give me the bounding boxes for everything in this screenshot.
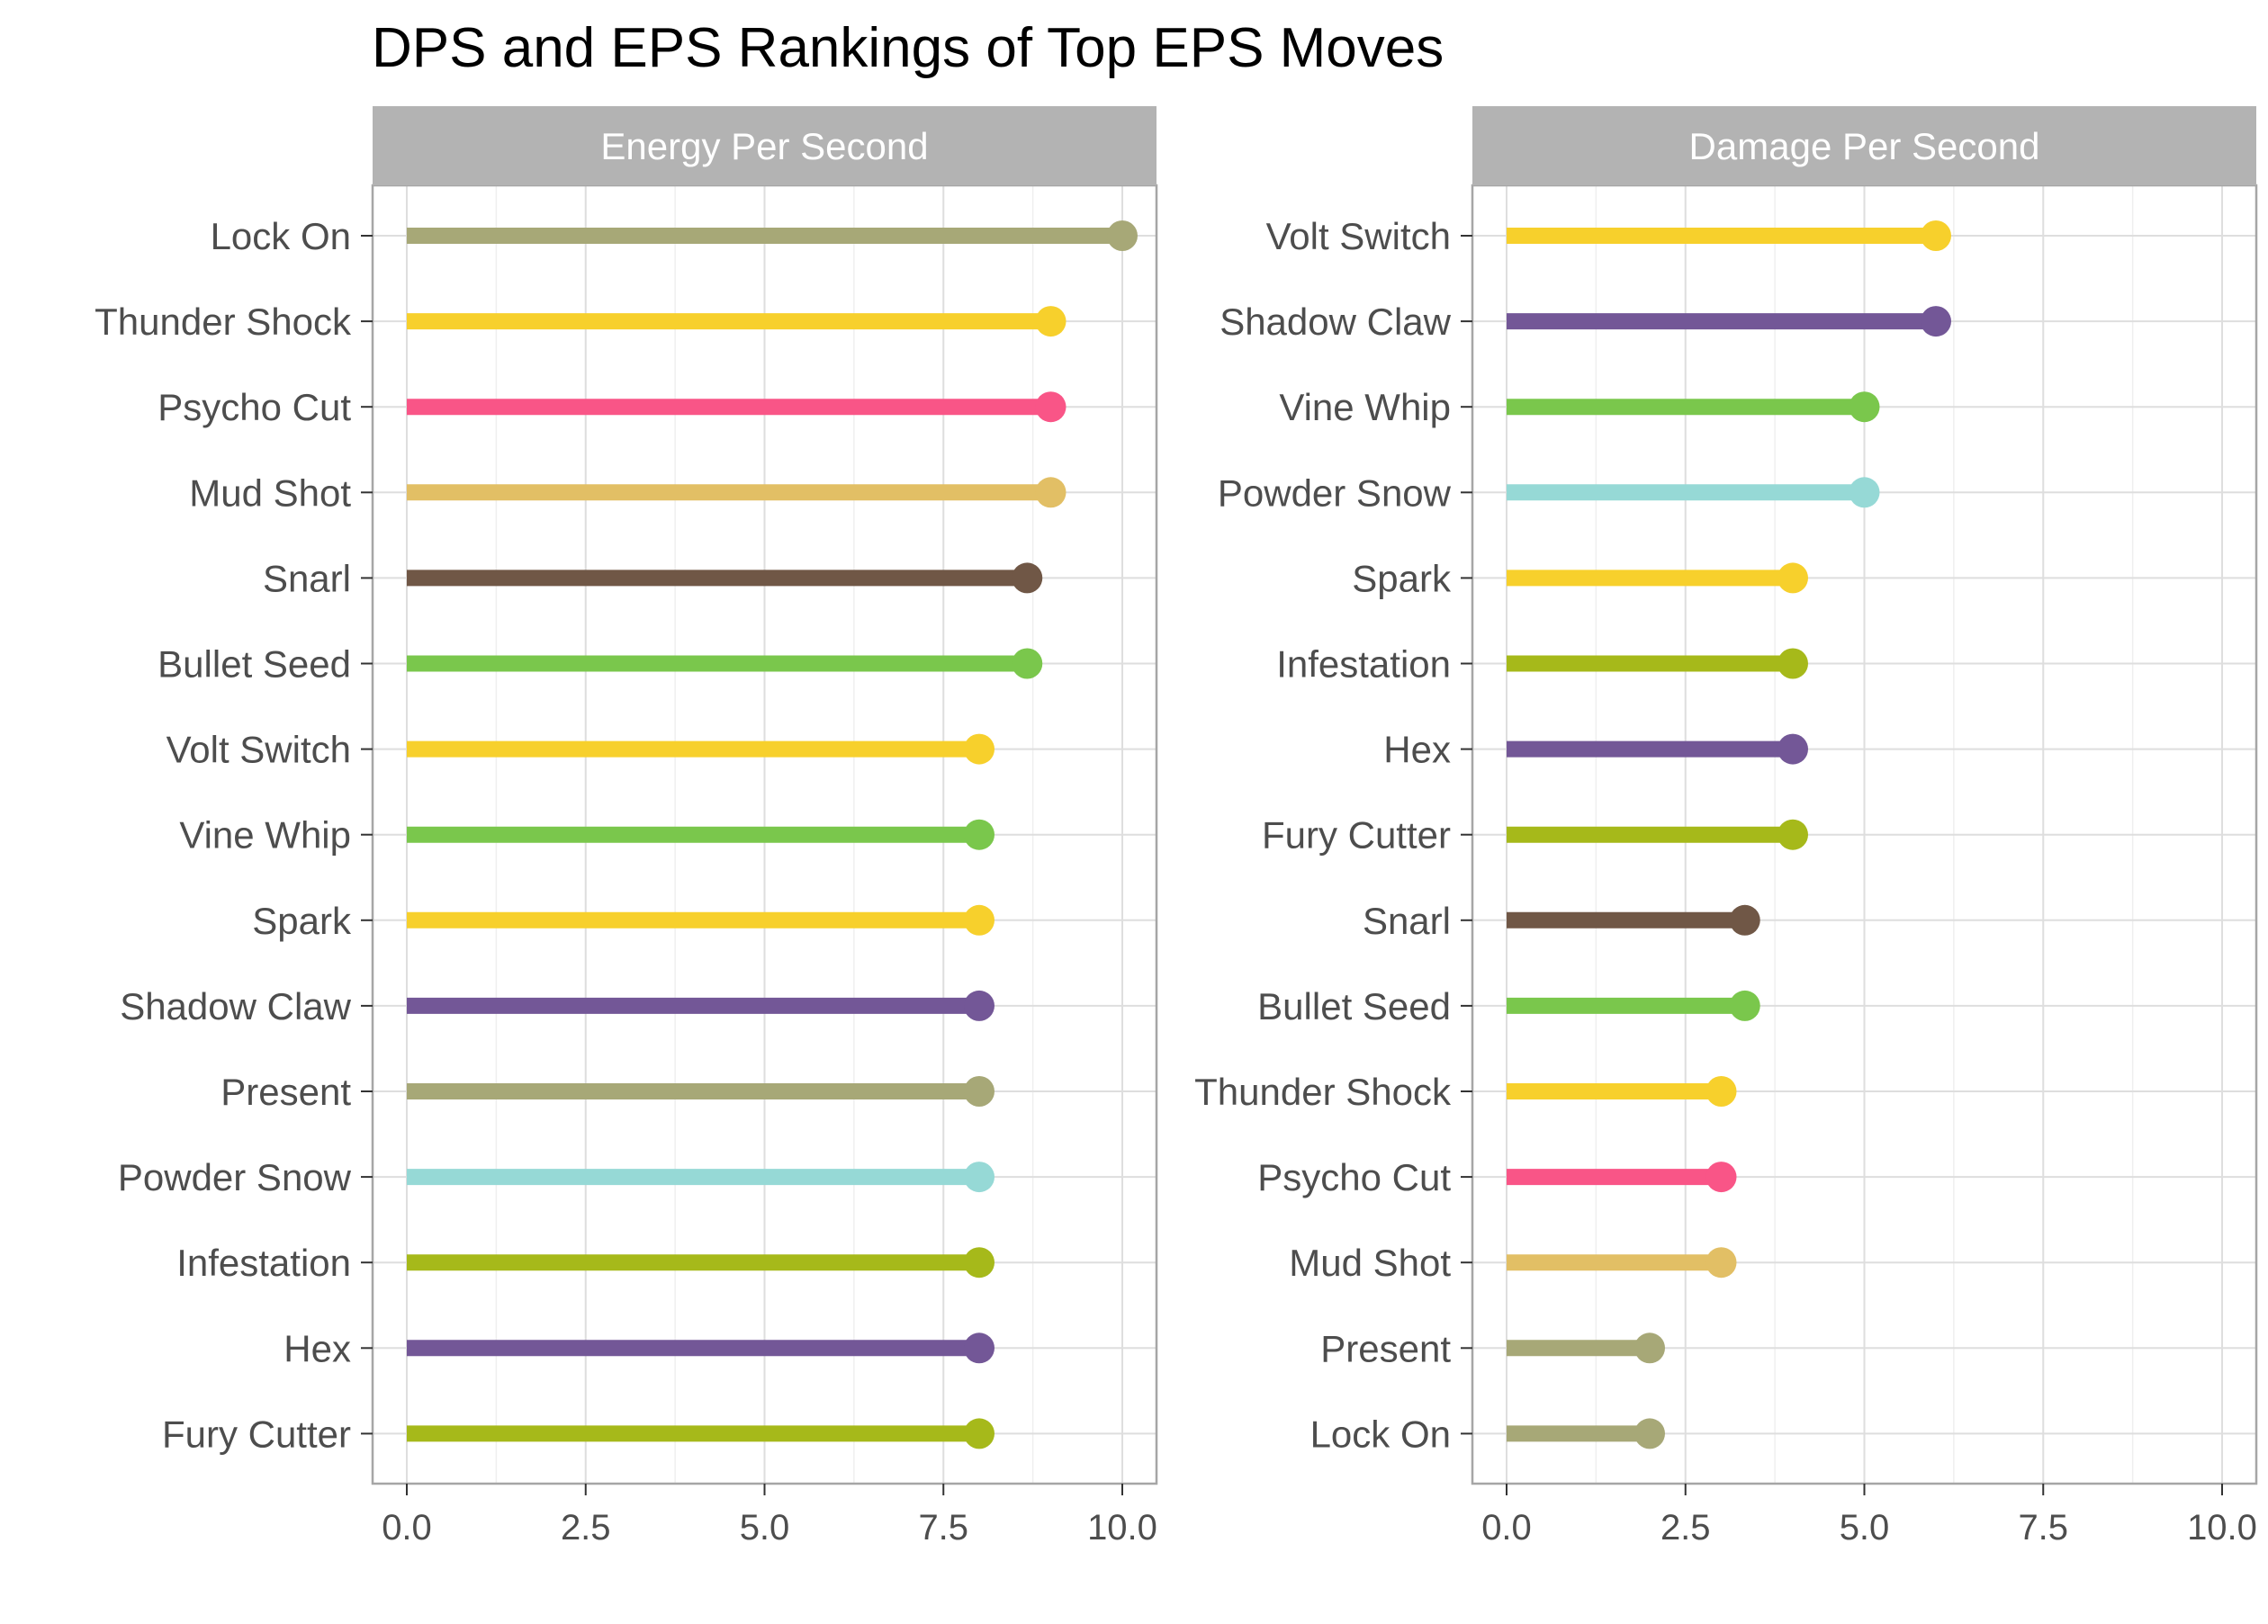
category-label: Psycho Cut: [1257, 1156, 1451, 1198]
category-label: Bullet Seed: [158, 643, 351, 686]
category-label: Shadow Claw: [1220, 301, 1451, 343]
lollipop-point: [1634, 1332, 1665, 1364]
lollipop-point: [1778, 648, 1808, 679]
lollipop-point: [1035, 477, 1066, 508]
category-label: Powder Snow: [118, 1156, 352, 1198]
lollipop-point: [1035, 306, 1066, 337]
lollipop-point: [1107, 220, 1138, 251]
category-label: Fury Cutter: [1262, 814, 1451, 857]
panels-layer: Energy Per Second Lock On Thunder Shock Psy…: [94, 106, 2258, 1548]
x-tick-label: 0.0: [1481, 1508, 1532, 1548]
lollipop-point: [1706, 1076, 1737, 1107]
x-tick-label: 5.0: [740, 1508, 790, 1548]
lollipop-point: [964, 1247, 994, 1279]
lollipop-point: [1778, 562, 1808, 594]
x-tick-label: 2.5: [561, 1508, 611, 1548]
chart-title: DPS and EPS Rankings of Top EPS Moves: [372, 17, 1444, 79]
x-tick-label: 2.5: [1660, 1508, 1711, 1548]
x-tick-label: 7.5: [918, 1508, 968, 1548]
facet-strip: [1472, 106, 2256, 185]
category-label: Thunder Shock: [94, 301, 352, 343]
x-tick-label: 10.0: [1087, 1508, 1157, 1548]
category-label: Infestation: [1276, 643, 1451, 686]
lollipop-point: [964, 819, 994, 850]
category-label: Present: [1320, 1327, 1451, 1369]
facet-strip: [373, 106, 1156, 185]
category-label: Mud Shot: [1289, 1242, 1451, 1284]
x-tick-label: 10.0: [2187, 1508, 2257, 1548]
lollipop-point: [1706, 1162, 1737, 1193]
category-label: Infestation: [176, 1242, 351, 1284]
lollipop-point: [1035, 391, 1066, 423]
lollipop-point: [964, 904, 994, 936]
facet-strip-label: Damage Per Second: [1689, 125, 2040, 167]
category-label: Mud Shot: [189, 471, 351, 514]
x-tick-label: 7.5: [2018, 1508, 2068, 1548]
category-label: Lock On: [211, 215, 351, 257]
category-label: Powder Snow: [1218, 471, 1452, 514]
category-label: Volt Switch: [1266, 215, 1451, 257]
category-label: Volt Switch: [166, 729, 351, 771]
lollipop-point: [1849, 477, 1880, 508]
lollipop-point: [1012, 562, 1043, 594]
lollipop-point: [1729, 990, 1760, 1021]
category-label: Spark: [1352, 557, 1452, 599]
lollipop-point: [1849, 391, 1880, 423]
panel-1: Energy Per Second Lock On Thunder Shock Psy…: [94, 106, 1158, 1548]
lollipop-point: [964, 1332, 994, 1364]
category-label: Present: [220, 1071, 351, 1113]
category-label: Snarl: [1363, 900, 1451, 942]
category-label: Spark: [252, 900, 352, 942]
lollipop-point: [1634, 1418, 1665, 1449]
category-label: Lock On: [1310, 1413, 1451, 1455]
lollipop-point: [964, 1418, 994, 1449]
category-label: Hex: [284, 1327, 351, 1369]
category-label: Bullet Seed: [1257, 985, 1451, 1027]
lollipop-point: [1778, 819, 1808, 850]
facet-strip-label: Energy Per Second: [600, 125, 928, 167]
panel-2: Damage Per Second Volt Switch Shadow Claw V…: [1194, 106, 2258, 1548]
category-label: Shadow Claw: [120, 985, 351, 1027]
x-tick-label: 0.0: [382, 1508, 432, 1548]
category-label: Thunder Shock: [1194, 1071, 1452, 1113]
lollipop-point: [964, 1162, 994, 1193]
category-label: Psycho Cut: [158, 386, 351, 428]
lollipop-point: [1012, 648, 1043, 679]
lollipop-point: [1778, 733, 1808, 765]
lollipop-point: [1729, 904, 1760, 936]
lollipop-point: [1706, 1247, 1737, 1279]
lollipop-point: [964, 1076, 994, 1107]
lollipop-point: [1921, 306, 1951, 337]
lollipop-point: [1921, 220, 1951, 251]
x-tick-label: 5.0: [1840, 1508, 1890, 1548]
lollipop-point: [964, 733, 994, 765]
category-label: Vine Whip: [1279, 386, 1451, 428]
category-label: Vine Whip: [179, 814, 351, 857]
category-label: Fury Cutter: [162, 1413, 351, 1455]
lollipop-point: [964, 990, 994, 1021]
category-label: Hex: [1383, 729, 1451, 771]
category-label: Snarl: [263, 557, 351, 599]
